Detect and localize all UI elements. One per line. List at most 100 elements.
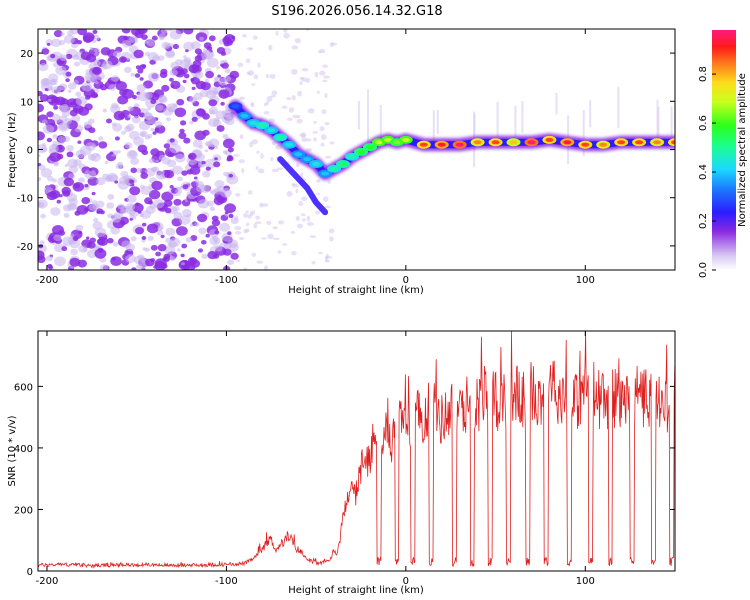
noise-blob <box>141 149 149 156</box>
noise-blob <box>309 235 317 239</box>
noise-blob <box>301 196 308 201</box>
spectrogram-ylabel: Frequency (Hz) <box>7 112 18 188</box>
noise-blob <box>163 107 173 116</box>
noise-blob <box>127 106 134 112</box>
noise-blob <box>167 29 173 32</box>
noise-blob <box>295 188 299 194</box>
noise-blob <box>52 225 64 235</box>
noise-blob <box>169 143 181 154</box>
x-tick-label: 100 <box>576 275 595 286</box>
noise-blob <box>108 84 117 91</box>
noise-blob <box>305 77 311 83</box>
chart-title: S196.2026.056.14.32.G18 <box>271 4 442 19</box>
noise-blob <box>130 72 136 77</box>
noise-blob <box>144 197 153 205</box>
noise-blob <box>112 123 123 132</box>
noise-blob <box>154 121 163 128</box>
noise-blob <box>72 236 79 242</box>
noise-blob <box>49 152 61 162</box>
colorbar-label: Normalized spectral amplitude <box>737 73 748 227</box>
spectral-streak <box>514 105 517 140</box>
noise-blob <box>127 114 132 119</box>
noise-blob <box>237 62 244 68</box>
noise-blob <box>39 240 45 245</box>
ridge-peak <box>635 140 644 145</box>
noise-blob <box>137 91 149 102</box>
snr-frame <box>37 330 676 572</box>
noise-blob <box>51 86 61 95</box>
noise-blob <box>81 197 90 205</box>
noise-blob <box>145 205 156 215</box>
noise-blob <box>257 168 265 174</box>
noise-blob <box>330 42 338 46</box>
y-tick-label: 10 <box>20 97 33 108</box>
noise-blob <box>147 133 153 139</box>
noise-blob <box>222 197 226 201</box>
noise-blob <box>131 267 137 270</box>
noise-blob <box>203 42 212 49</box>
noise-blob <box>275 144 283 150</box>
noise-blob <box>263 110 270 115</box>
noise-blob <box>298 200 304 207</box>
noise-blob <box>148 189 161 200</box>
noise-blob <box>131 116 141 124</box>
noise-blob <box>249 141 254 148</box>
ridge-peak <box>527 140 536 145</box>
noise-blob <box>100 210 105 215</box>
noise-blob <box>172 103 178 108</box>
noise-blob <box>58 39 66 46</box>
noise-blob <box>104 160 109 165</box>
noise-blob <box>235 259 241 263</box>
noise-blob <box>277 249 282 254</box>
spectral-streak <box>582 110 585 157</box>
noise-blob <box>99 264 109 270</box>
noise-blob <box>54 256 66 267</box>
noise-blob <box>148 72 160 82</box>
noise-blob <box>38 131 45 141</box>
noise-blob <box>283 29 288 33</box>
noise-blob <box>174 153 186 163</box>
noise-blob <box>196 184 206 193</box>
noise-blob <box>155 159 159 163</box>
noise-blob <box>301 67 309 72</box>
noise-blob <box>224 117 235 126</box>
noise-blob <box>88 203 98 211</box>
noise-blob <box>251 252 257 257</box>
ridge-peak <box>303 157 312 162</box>
noise-blob <box>96 210 101 214</box>
spectral-streak <box>432 110 435 146</box>
noise-blob <box>179 58 192 69</box>
noise-blob <box>119 216 129 225</box>
noise-blob <box>47 98 52 103</box>
spectral-streak <box>496 101 499 148</box>
ridge-peak <box>617 140 626 145</box>
noise-blob <box>132 203 144 213</box>
noise-blob <box>271 141 276 146</box>
noise-blob <box>227 231 232 236</box>
noise-blob <box>214 230 220 235</box>
x-tick-label: -200 <box>36 576 59 587</box>
noise-blob <box>69 29 80 35</box>
noise-blob <box>63 177 74 187</box>
noise-blob <box>238 236 245 241</box>
noise-blob <box>160 234 165 239</box>
noise-blob <box>263 265 269 270</box>
noise-blob <box>296 118 303 124</box>
spectral-streak <box>357 101 360 130</box>
noise-blob <box>68 82 77 90</box>
noise-blob <box>256 260 263 264</box>
noise-blob <box>106 118 112 124</box>
noise-blob <box>72 182 85 192</box>
noise-blob <box>276 167 284 171</box>
noise-blob <box>181 243 188 249</box>
spectral-streak <box>670 106 673 140</box>
noise-blob <box>245 210 249 214</box>
noise-blob <box>268 118 276 124</box>
noise-blob <box>301 137 308 142</box>
noise-blob <box>38 164 46 171</box>
x-tick-label: 0 <box>403 576 409 587</box>
noise-blob <box>130 167 137 174</box>
ridge-peak <box>330 166 339 171</box>
noise-blob <box>74 210 81 216</box>
noise-blob <box>251 210 256 215</box>
